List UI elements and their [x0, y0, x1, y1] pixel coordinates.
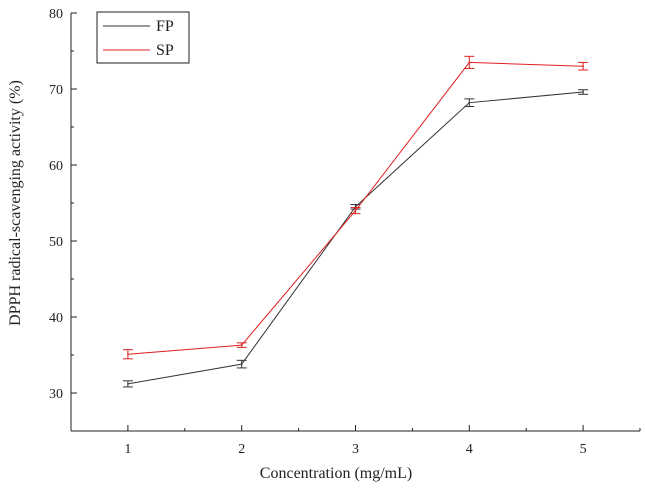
- error-bar-sp: [350, 207, 361, 215]
- y-tick-label: 60: [49, 159, 63, 174]
- data-point-sp: [468, 61, 471, 64]
- y-tick-label: 50: [49, 235, 63, 250]
- legend: FP SP: [96, 11, 190, 64]
- data-point-sp: [354, 209, 357, 212]
- x-tick-label: 1: [124, 442, 131, 457]
- x-tick-label: 3: [352, 442, 359, 457]
- error-bar-fp: [464, 98, 475, 107]
- y-tick-label: 80: [49, 7, 63, 22]
- y-tick-label: 40: [49, 311, 63, 326]
- x-tick-label: 5: [580, 442, 587, 457]
- plot-area: [122, 55, 589, 388]
- series-line-fp: [127, 91, 584, 385]
- data-point-sp: [582, 65, 584, 67]
- error-bar-sp: [236, 342, 247, 348]
- data-point-sp: [240, 344, 243, 346]
- legend-box: [96, 11, 190, 64]
- y-tick-label: 70: [49, 83, 63, 98]
- y-tick-label: 30: [49, 387, 63, 402]
- legend-label-fp: FP: [156, 18, 174, 35]
- data-point-fp: [127, 383, 129, 385]
- error-bar-sp: [464, 55, 475, 69]
- x-axis-label: Concentration (mg/mL): [260, 465, 412, 482]
- axes: 30 40 50 60 70 80 1 2 3 4 5: [49, 7, 641, 457]
- data-point-fp: [240, 363, 243, 365]
- x-tick-label: 2: [238, 442, 245, 457]
- data-point-sp: [127, 353, 129, 356]
- error-bar-fp: [236, 359, 247, 369]
- error-bar-fp: [578, 89, 589, 95]
- data-point-fp: [582, 91, 584, 93]
- error-bar-sp: [578, 61, 589, 71]
- data-point-fp: [468, 101, 471, 104]
- legend-label-sp: SP: [156, 42, 174, 59]
- x-tick-label: 4: [466, 442, 473, 457]
- y-axis-label: DPPH radical-scavenging activity (%): [7, 80, 24, 326]
- error-bar-sp: [122, 349, 133, 360]
- error-bar-fp: [122, 380, 133, 388]
